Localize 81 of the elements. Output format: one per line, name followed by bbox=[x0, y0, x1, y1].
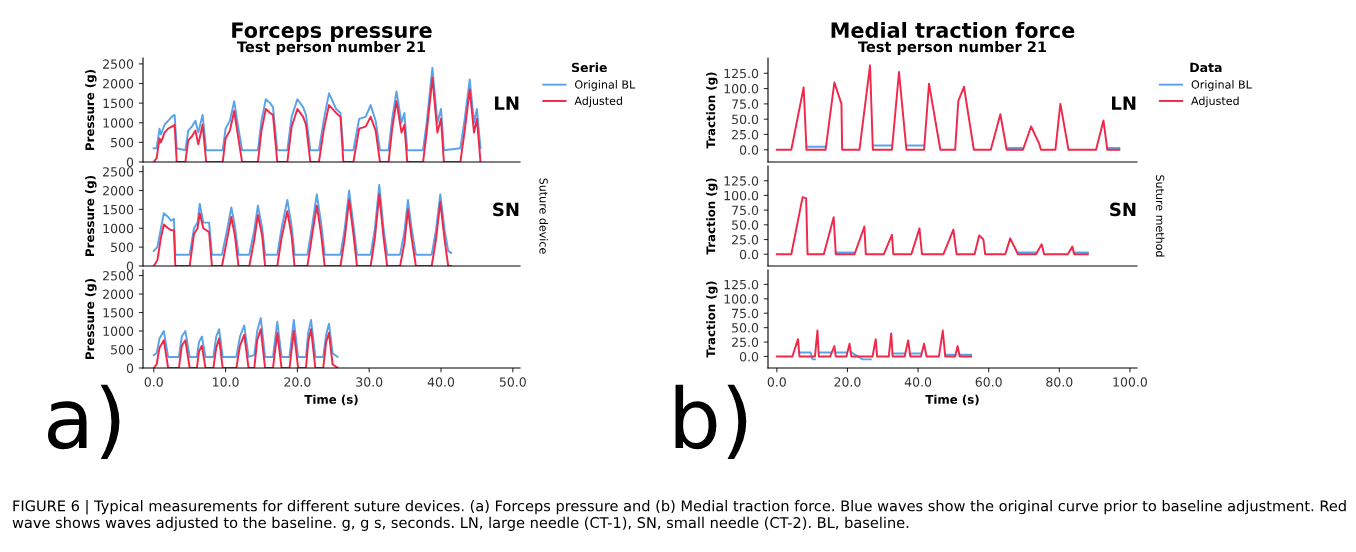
line-series bbox=[775, 196, 1089, 256]
chart-title: Medial traction force bbox=[831, 21, 1075, 39]
y-axis-title: Traction (g) bbox=[706, 178, 718, 255]
legend-label: Original BL bbox=[575, 80, 636, 91]
chart-title: Forceps pressure bbox=[232, 22, 432, 43]
y-tick-label: 50.0 bbox=[732, 114, 759, 125]
y-tick-label: 0.0 bbox=[739, 145, 759, 155]
x-tick-label: 20.0 bbox=[284, 377, 311, 387]
x-tick-label: 100.0 bbox=[1113, 377, 1147, 387]
x-tick-label: 0.0 bbox=[144, 377, 163, 387]
line-series bbox=[152, 328, 339, 368]
x-tick-label: 80.0 bbox=[1046, 377, 1073, 387]
y-tick-label: 100.0 bbox=[724, 190, 759, 201]
y-tick-label: 1000 bbox=[103, 326, 134, 336]
y-tick-label: 1500 bbox=[103, 98, 134, 109]
text: Suture device bbox=[539, 178, 548, 254]
y-tick-label: 75.0 bbox=[732, 99, 759, 109]
y-tick-label: 500 bbox=[111, 344, 134, 355]
x-tick-label: 40.0 bbox=[427, 377, 455, 387]
y-tick-label: 50.0 bbox=[732, 220, 759, 230]
x-tick-label: 50.0 bbox=[499, 377, 526, 387]
annotation: LN bbox=[495, 96, 519, 110]
x-tick-label: 20.0 bbox=[834, 377, 861, 387]
y-tick-label: 100.0 bbox=[724, 84, 759, 94]
y-tick-label: 500 bbox=[111, 137, 134, 148]
y-tick-label: 125.0 bbox=[724, 176, 759, 186]
annotation: SN bbox=[1110, 202, 1136, 217]
text: b) bbox=[675, 384, 747, 459]
y-tick-label: 0 bbox=[126, 157, 134, 167]
caption: FIGURE 6 | Typical measurements for different suture devices. (a) Forceps pressure and (b) Medial traction force. Blue waves show the original curve prior to baseline adjustment. Red wave shows waves adjusted to the baseline. g, g s, seconds. LN, large needle (CT-1), SN, small needle (CT-2). BL, baseline. bbox=[12, 500, 1346, 531]
y-tick-label: 2500 bbox=[103, 59, 134, 69]
legend-title: Serie bbox=[571, 62, 607, 73]
y-tick-label: 75.0 bbox=[732, 205, 759, 216]
x-tick-label: 10.0 bbox=[213, 377, 239, 387]
y-axis-title: Pressure (g) bbox=[85, 278, 97, 359]
x-axis-title: Time (s) bbox=[925, 394, 979, 406]
y-tick-label: 0.0 bbox=[739, 351, 759, 362]
y-tick-label: 1000 bbox=[103, 223, 134, 234]
y-tick-label: 25.0 bbox=[732, 337, 759, 347]
y-tick-label: 1500 bbox=[103, 308, 134, 318]
line-series bbox=[152, 183, 453, 256]
y-tick-label: 25.0 bbox=[732, 235, 759, 245]
legend-label: Adjusted bbox=[574, 96, 623, 108]
y-tick-label: 2000 bbox=[103, 78, 134, 89]
y-tick-label: 50.0 bbox=[732, 323, 759, 333]
legend-label: Adjusted bbox=[1191, 96, 1239, 108]
x-axis-title: Time (s) bbox=[304, 394, 358, 406]
x-tick-label: 40.0 bbox=[904, 377, 932, 387]
legend-label: Original BL bbox=[1191, 80, 1252, 91]
y-tick-label: 0.0 bbox=[739, 249, 759, 260]
line-series bbox=[775, 329, 973, 358]
y-tick-label: 1000 bbox=[103, 118, 134, 128]
y-axis-title: Pressure (g) bbox=[85, 69, 97, 150]
x-tick-label: 0.0 bbox=[767, 377, 786, 387]
y-tick-label: 125.0 bbox=[724, 279, 759, 290]
line-series bbox=[152, 317, 339, 358]
y-tick-label: 2500 bbox=[103, 167, 134, 177]
legend-title: Data bbox=[1190, 62, 1222, 73]
y-axis-title: Traction (g) bbox=[706, 72, 718, 149]
line-series bbox=[152, 76, 482, 162]
annotation: SN bbox=[493, 202, 519, 217]
y-tick-label: 100.0 bbox=[724, 294, 759, 304]
y-tick-label: 125.0 bbox=[724, 68, 759, 79]
y-tick-label: 2000 bbox=[103, 289, 134, 299]
y-tick-label: 75.0 bbox=[732, 308, 759, 319]
y-tick-label: 2500 bbox=[103, 271, 134, 281]
line-series bbox=[152, 66, 482, 152]
text: a) bbox=[48, 384, 120, 459]
y-tick-label: 0 bbox=[126, 261, 134, 271]
y-tick-label: 500 bbox=[111, 242, 134, 253]
y-axis-title: Pressure (g) bbox=[85, 175, 97, 256]
annotation: LN bbox=[1112, 96, 1136, 110]
y-tick-label: 0 bbox=[126, 363, 134, 373]
text: Suture method bbox=[1155, 175, 1165, 257]
chart-subtitle: Test person number 21 bbox=[857, 40, 1047, 56]
x-tick-label: 60.0 bbox=[975, 377, 1002, 387]
x-tick-label: 30.0 bbox=[356, 377, 383, 387]
y-tick-label: 2000 bbox=[103, 186, 134, 196]
y-axis-title: Traction (g) bbox=[706, 281, 718, 358]
y-tick-label: 25.0 bbox=[732, 129, 759, 140]
y-tick-label: 1500 bbox=[103, 204, 134, 215]
